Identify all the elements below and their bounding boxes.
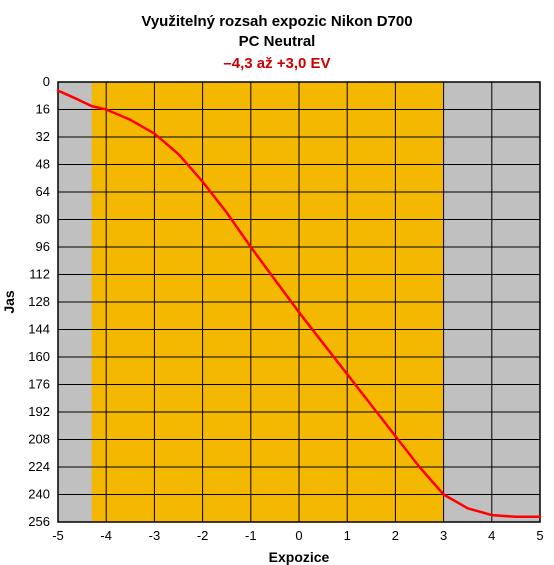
y-tick-label: 80	[36, 212, 50, 227]
x-tick-label: 4	[488, 528, 495, 543]
x-tick-label: 0	[295, 528, 302, 543]
y-tick-label: 0	[43, 74, 50, 89]
y-tick-label: 144	[28, 322, 50, 337]
y-tick-label: 48	[36, 157, 50, 172]
chart-container: { "chart": { "type": "line", "title_line…	[0, 0, 554, 565]
x-tick-label: 3	[440, 528, 447, 543]
y-tick-label: 96	[36, 239, 50, 254]
chart-title-line1: Využitelný rozsah expozic Nikon D700	[141, 13, 412, 30]
x-tick-label: -4	[100, 528, 112, 543]
y-tick-label: 176	[28, 377, 50, 392]
chart-title-line2: PC Neutral	[239, 33, 316, 50]
y-tick-label: 224	[28, 459, 50, 474]
y-tick-label: 32	[36, 129, 50, 144]
y-tick-label: 192	[28, 404, 50, 419]
x-tick-label: -3	[149, 528, 161, 543]
y-tick-label: 160	[28, 349, 50, 364]
x-tick-label: -2	[197, 528, 209, 543]
exposure-chart: Využitelný rozsah expozic Nikon D700 PC N…	[0, 0, 554, 565]
x-tick-label: 2	[392, 528, 399, 543]
y-tick-label: 240	[28, 487, 50, 502]
y-tick-label: 16	[36, 102, 50, 117]
y-tick-label: 208	[28, 432, 50, 447]
y-tick-label: 256	[28, 514, 50, 529]
x-tick-label: 5	[536, 528, 543, 543]
y-axis-label: Jas	[1, 290, 17, 314]
y-tick-label: 64	[36, 184, 50, 199]
x-tick-label: 1	[344, 528, 351, 543]
y-tick-label: 112	[29, 267, 50, 282]
x-tick-label: -1	[245, 528, 257, 543]
chart-subtitle: –4,3 až +3,0 EV	[223, 55, 330, 72]
y-tick-label: 128	[28, 294, 50, 309]
x-tick-label: -5	[52, 528, 64, 543]
x-axis-label: Expozice	[269, 549, 330, 565]
